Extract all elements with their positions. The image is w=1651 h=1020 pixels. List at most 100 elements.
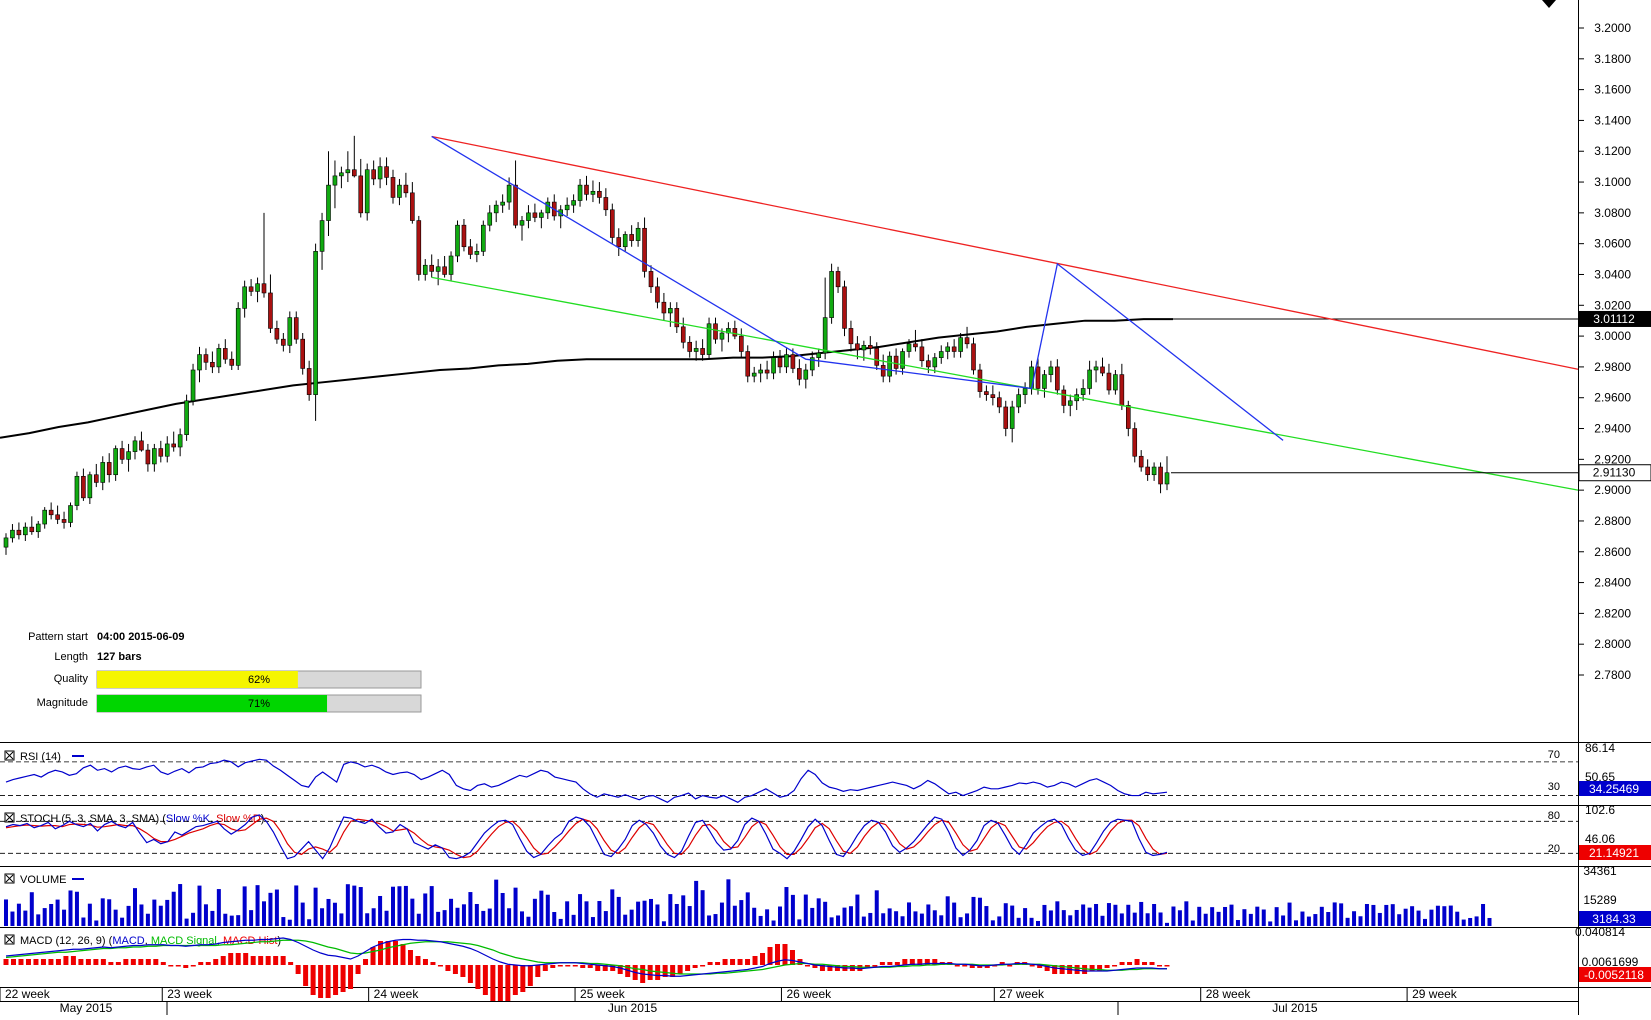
macd-hist-bar (1135, 959, 1140, 965)
volume-bar (1062, 910, 1066, 926)
volume-axis-mid: 15289 (1583, 893, 1617, 907)
volume-bar (765, 909, 769, 926)
volume-bar (30, 892, 34, 926)
volume-bar (1294, 920, 1298, 926)
candle-body (17, 530, 21, 535)
candle-body (901, 352, 905, 369)
volume-bar (926, 904, 930, 926)
macd-hist-bar (1030, 965, 1035, 967)
candle-body (230, 359, 234, 365)
volume-bar (223, 914, 227, 926)
volume-bar (404, 886, 408, 926)
volume-bar (836, 915, 840, 926)
volume-bar (36, 914, 40, 926)
candle-body (198, 355, 202, 370)
candle-body (655, 287, 659, 302)
macd-hist-bar (78, 959, 83, 965)
volume-bar (1313, 914, 1317, 926)
volume-bar (1242, 909, 1246, 926)
length-value: 127 bars (97, 651, 142, 663)
candle-body (668, 308, 672, 313)
volume-bar (597, 901, 601, 926)
candle-body (1023, 388, 1027, 394)
macd-title: MACD (12, 26, 9) (20, 935, 106, 947)
volume-bar (198, 886, 202, 926)
volume-bar (462, 904, 466, 926)
volume-bar (1184, 901, 1188, 926)
candle-body (365, 170, 369, 213)
week-label: 26 week (786, 987, 832, 1001)
macd-hist-bar (191, 965, 196, 967)
volume-bar (1049, 910, 1053, 926)
candle-body (578, 185, 582, 200)
candle-body (920, 347, 924, 361)
price-tick-label: 2.9400 (1594, 422, 1631, 436)
price-tick-label: 3.1800 (1594, 52, 1631, 66)
macd-hist-bar (805, 965, 810, 967)
macd-hist-bar (363, 959, 368, 965)
volume-bar (320, 908, 324, 926)
volume-bar (804, 895, 808, 926)
candle-body (475, 251, 479, 254)
candle-body (849, 328, 853, 343)
candle-body (946, 347, 950, 352)
candle-body (404, 185, 408, 193)
volume-bar (410, 899, 414, 926)
candle-body (23, 527, 27, 535)
volume-bar (843, 908, 847, 926)
candle-body (236, 308, 240, 365)
volume-bar (1352, 911, 1356, 926)
macd-hist-bar (318, 965, 323, 998)
candle-body (1062, 390, 1066, 405)
candle-body (959, 338, 963, 352)
price-tick-label: 2.7800 (1594, 668, 1631, 682)
candle-body (462, 225, 466, 247)
macd-hist-bar (258, 956, 263, 965)
volume-bar (81, 918, 85, 926)
stoch-axis-top: 102.6 (1585, 803, 1615, 817)
candle-body (307, 368, 311, 394)
candle-body (152, 449, 156, 464)
volume-bar (733, 906, 737, 926)
volume-bar (475, 904, 479, 926)
candle-body (101, 462, 105, 482)
price-tick-label: 3.0400 (1594, 267, 1631, 281)
candle-body (507, 185, 511, 202)
volume-bar (275, 890, 279, 926)
volume-bar (830, 917, 834, 926)
volume-bar (1042, 905, 1046, 926)
candle-body (417, 221, 421, 275)
candle (610, 204, 614, 244)
macd-hist-bar (1142, 962, 1147, 965)
volume-bar (256, 885, 260, 926)
volume-bar (1249, 914, 1253, 926)
candle (314, 244, 318, 421)
macd-hist-bar (236, 953, 241, 965)
volume-bar (1481, 904, 1485, 926)
volume-bar (1468, 918, 1472, 926)
macd-hist-bar (281, 956, 286, 965)
month-label: Jun 2015 (608, 1001, 658, 1015)
volume-bar (443, 910, 447, 926)
candle-body (378, 167, 382, 179)
macd-hist-bar (33, 959, 38, 965)
volume-bar (449, 899, 453, 926)
volume-bar (1139, 902, 1143, 926)
macd-hist-bar (723, 959, 728, 965)
price-tick-label: 3.1600 (1594, 83, 1631, 97)
volume-bar (1204, 914, 1208, 926)
candle-body (1017, 395, 1021, 407)
candle (191, 364, 195, 406)
volume-bar (217, 889, 221, 926)
candle-body (733, 328, 737, 336)
macd-hist-bar (4, 959, 9, 965)
volume-bar (778, 907, 782, 926)
volume-bar (165, 900, 169, 926)
candle-body (372, 170, 376, 179)
macd-hist-bar (962, 965, 967, 967)
volume-bar (1268, 921, 1272, 926)
rsi-level-30: 30 (1548, 781, 1560, 793)
volume-bar (920, 914, 924, 926)
volume-bar (1010, 906, 1014, 926)
rsi-title: RSI (14) (20, 751, 61, 763)
